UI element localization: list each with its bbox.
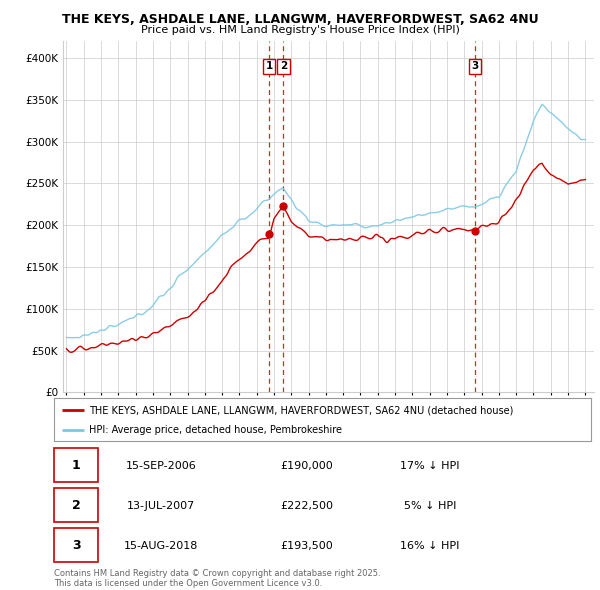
Text: 3: 3 (472, 61, 479, 71)
Text: 3: 3 (72, 539, 80, 552)
Text: 2: 2 (280, 61, 287, 71)
Text: 1: 1 (71, 459, 80, 472)
Text: 17% ↓ HPI: 17% ↓ HPI (400, 461, 460, 470)
Text: 15-AUG-2018: 15-AUG-2018 (124, 541, 199, 550)
Text: 2: 2 (71, 499, 80, 512)
Text: £222,500: £222,500 (280, 501, 333, 510)
Text: 1: 1 (265, 61, 272, 71)
Text: THE KEYS, ASHDALE LANE, LLANGWM, HAVERFORDWEST, SA62 4NU: THE KEYS, ASHDALE LANE, LLANGWM, HAVERFO… (62, 13, 538, 26)
Text: HPI: Average price, detached house, Pembrokeshire: HPI: Average price, detached house, Pemb… (89, 425, 342, 435)
FancyBboxPatch shape (54, 448, 98, 482)
Text: 15-SEP-2006: 15-SEP-2006 (126, 461, 197, 470)
Text: 16% ↓ HPI: 16% ↓ HPI (400, 541, 460, 550)
Text: £193,500: £193,500 (280, 541, 333, 550)
Text: 13-JUL-2007: 13-JUL-2007 (127, 501, 196, 510)
Text: Price paid vs. HM Land Registry's House Price Index (HPI): Price paid vs. HM Land Registry's House … (140, 25, 460, 35)
Text: THE KEYS, ASHDALE LANE, LLANGWM, HAVERFORDWEST, SA62 4NU (detached house): THE KEYS, ASHDALE LANE, LLANGWM, HAVERFO… (89, 405, 513, 415)
Text: Contains HM Land Registry data © Crown copyright and database right 2025.
This d: Contains HM Land Registry data © Crown c… (54, 569, 380, 588)
Text: 5% ↓ HPI: 5% ↓ HPI (404, 501, 456, 510)
FancyBboxPatch shape (54, 529, 98, 562)
FancyBboxPatch shape (54, 489, 98, 522)
Text: £190,000: £190,000 (280, 461, 333, 470)
